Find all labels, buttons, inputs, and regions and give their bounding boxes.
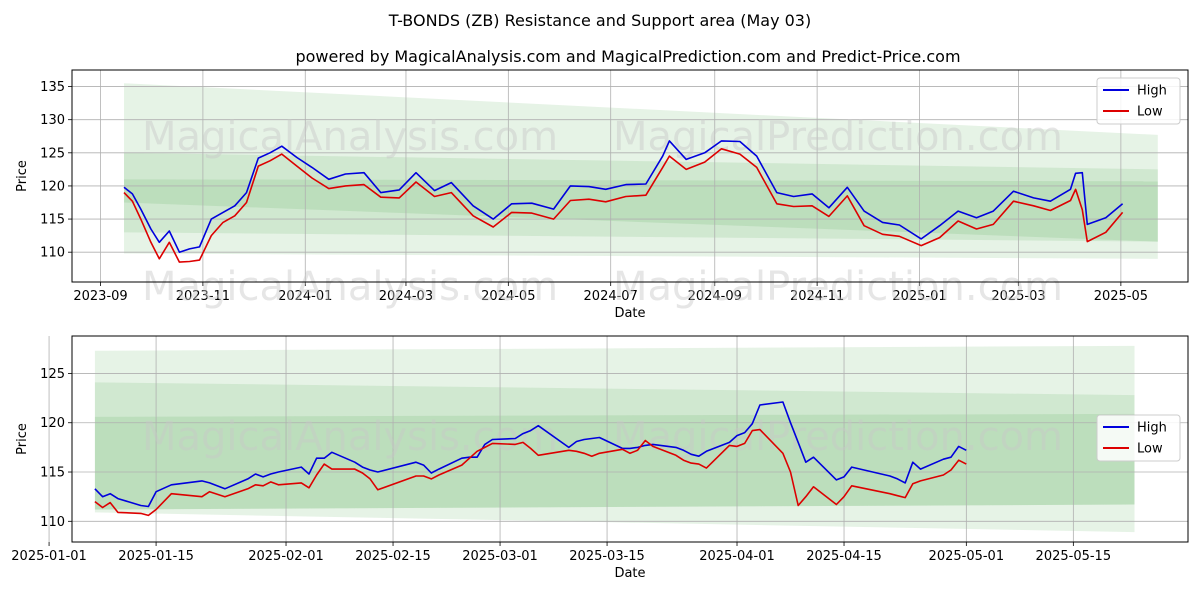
y-axis-label: Price	[15, 160, 30, 192]
series-line-high	[123, 140, 1124, 253]
plot-frame	[71, 335, 1189, 543]
plot-frame	[71, 69, 1189, 283]
legend-label-low: Low	[1137, 442, 1163, 457]
support-resistance-band	[124, 179, 1158, 242]
series-line-low	[123, 148, 1124, 263]
series-line-high	[94, 401, 967, 508]
x-tick-label: 2024-05	[481, 289, 535, 304]
legend-label-high: High	[1137, 84, 1167, 99]
x-tick-label: 2025-05-01	[929, 549, 1005, 564]
y-tick-label: 115	[40, 466, 65, 481]
y-axis-label: Price	[15, 423, 30, 455]
y-tick-label: 125	[40, 367, 65, 382]
legend: High Low	[1096, 414, 1181, 462]
legend-label-low: Low	[1137, 105, 1163, 120]
x-tick-label: 2024-09	[688, 289, 742, 304]
y-tick-label: 115	[40, 213, 65, 228]
y-tick-label: 135	[40, 80, 65, 95]
y-tick-label: 130	[40, 113, 65, 128]
y-tick-label: 110	[40, 515, 65, 530]
x-tick-label: 2025-04-01	[699, 549, 775, 564]
x-tick-label: 2024-03	[379, 289, 433, 304]
support-resistance-band	[94, 382, 1135, 510]
x-tick-label: 2025-02-01	[248, 549, 324, 564]
top-panel: 2023-09 2023-11 2024-01 2024-03 2024-05 2024-…	[15, 69, 1189, 321]
x-tick-label: 2025-03-15	[569, 549, 645, 564]
legend: High Low	[1096, 77, 1181, 125]
watermark-text: MagicalPrediction.com	[613, 414, 1063, 460]
watermark-text: MagicalAnalysis.com	[142, 414, 558, 460]
legend-label-high: High	[1137, 421, 1167, 436]
x-tick-label: 2025-03-01	[462, 549, 538, 564]
support-resistance-band	[94, 345, 1135, 533]
chart-subtitle: powered by MagicalAnalysis.com and Magic…	[295, 47, 960, 66]
series-line-low	[94, 428, 967, 517]
x-tick-label: 2025-03	[991, 289, 1045, 304]
y-tick-label: 110	[40, 246, 65, 261]
x-tick-label: 2023-09	[73, 289, 127, 304]
chart-title: T-BONDS (ZB) Resistance and Support area…	[388, 11, 811, 30]
y-tick-label: 120	[40, 416, 65, 431]
y-tick-label: 120	[40, 179, 65, 194]
x-tick-label: 2025-02-15	[355, 549, 431, 564]
watermark-text: MagicalAnalysis.com	[142, 114, 558, 160]
y-tick-label: 125	[40, 146, 65, 161]
x-tick-label: 2025-01	[892, 289, 946, 304]
watermark-text: MagicalPrediction.com	[613, 114, 1063, 160]
x-tick-label: 2024-07	[584, 289, 638, 304]
watermark-text: MagicalAnalysis.com	[142, 264, 558, 310]
x-tick-label: 2024-11	[790, 289, 844, 304]
x-axis-label: Date	[614, 306, 645, 321]
x-tick-label: 2025-01-01	[11, 549, 87, 564]
x-tick-label: 2023-11	[176, 289, 230, 304]
support-resistance-band	[124, 83, 1158, 259]
support-resistance-band	[94, 413, 1135, 510]
x-axis-label: Date	[614, 566, 645, 581]
watermark-text: MagicalPrediction.com	[613, 264, 1063, 310]
x-tick-label: 2025-05-15	[1036, 549, 1112, 564]
x-tick-label: 2025-05	[1094, 289, 1148, 304]
x-tick-label: 2024-01	[278, 289, 332, 304]
x-tick-label: 2025-04-15	[806, 549, 882, 564]
x-tick-label: 2025-01-15	[118, 549, 194, 564]
bottom-panel: 2025-01-01 2025-01-15 2025-02-01 2025-02-15…	[11, 335, 1189, 581]
